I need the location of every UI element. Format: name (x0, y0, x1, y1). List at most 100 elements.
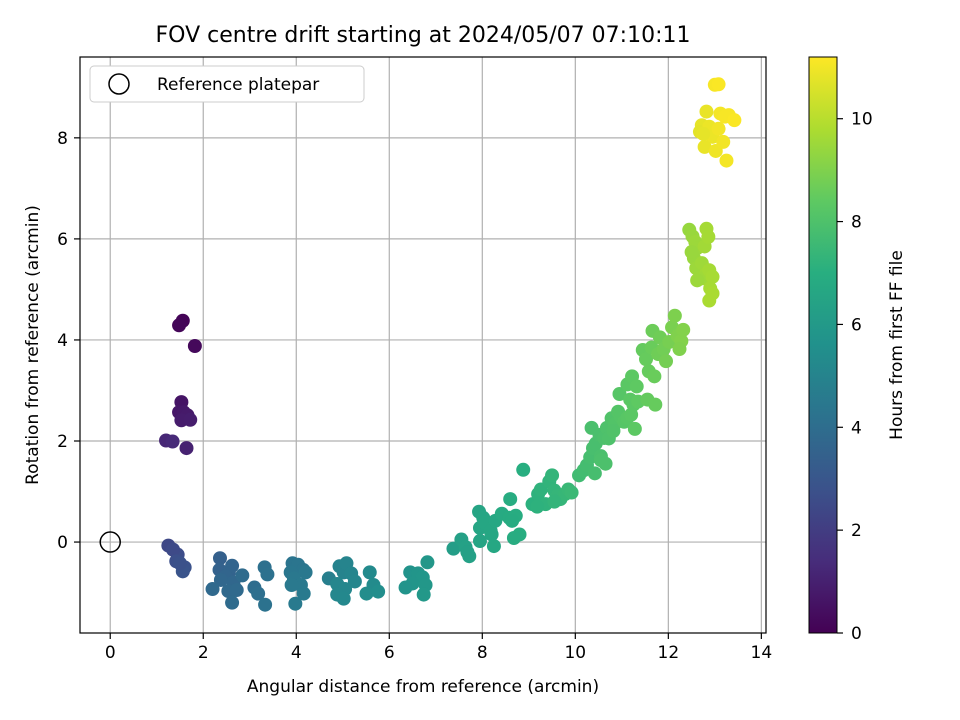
scatter-point (446, 541, 461, 556)
scatter-point (260, 567, 275, 582)
scatter-point (676, 322, 691, 337)
x-tick-label: 12 (658, 643, 680, 663)
scatter-point (472, 534, 487, 549)
x-axis-label: Angular distance from reference (arcmin) (247, 677, 599, 697)
scatter-point (288, 596, 303, 611)
scatter-point (716, 134, 731, 149)
colorbar: 0 2 4 6 8 10 Hours from first FF file (808, 56, 907, 644)
y-tick-label: 4 (57, 331, 68, 351)
scatter-point (701, 229, 716, 244)
scatter-point (598, 456, 613, 471)
scatter-point (172, 556, 187, 571)
scatter-point (298, 565, 313, 580)
scatter-point (727, 113, 742, 128)
scatter-point (705, 269, 720, 284)
scatter-point (516, 462, 531, 477)
colorbar-ticks: 0 2 4 6 8 10 (837, 110, 873, 644)
scatter-point (647, 369, 662, 384)
scatter-point (627, 421, 642, 436)
scatter-point (187, 339, 202, 354)
chart-title: FOV centre drift starting at 2024/05/07 … (156, 23, 691, 48)
x-tick-label: 6 (384, 643, 395, 663)
scatter-point (258, 597, 273, 612)
scatter-point (183, 412, 198, 427)
scatter-point (639, 352, 654, 367)
y-axis-label: Rotation from reference (arcmin) (23, 205, 43, 485)
y-tick-label: 0 (57, 533, 68, 553)
legend-box (89, 65, 365, 103)
scatter-point (587, 466, 602, 481)
colorbar-bar (808, 56, 838, 634)
x-tick-label: 0 (105, 643, 116, 663)
colorbar-tick-label: 4 (851, 418, 862, 438)
scatter-point (362, 565, 377, 580)
scatter-point (347, 574, 362, 589)
scatter-point (711, 77, 726, 92)
colorbar-tick-label: 10 (851, 110, 873, 130)
scatter-point (235, 568, 250, 583)
scatter-point (225, 595, 240, 610)
scatter-point (659, 354, 674, 369)
colorbar-tick-label: 0 (851, 624, 862, 644)
x-tick-label: 14 (751, 643, 773, 663)
scatter-point (696, 126, 711, 141)
scatter-point (702, 293, 717, 308)
scatter-point (212, 551, 227, 566)
legend-label: Reference platepar (157, 75, 319, 95)
scatter-point (165, 434, 180, 449)
y-tick-label: 6 (57, 230, 68, 250)
scatter-point (229, 583, 244, 598)
plot-frame (79, 56, 767, 634)
scatter-point (420, 555, 435, 570)
scatter-point (505, 513, 520, 528)
colorbar-label: Hours from first FF file (887, 250, 907, 440)
scatter-point (460, 545, 475, 560)
scatter-point (172, 318, 187, 333)
scatter-point (416, 587, 431, 602)
colorbar-tick-label: 6 (851, 315, 862, 335)
scatter-point (684, 245, 699, 260)
scatter-point (371, 584, 386, 599)
scatter-point (484, 527, 499, 542)
scatter-point (205, 582, 220, 597)
scatter-point (486, 539, 501, 554)
x-tick-label: 2 (198, 643, 209, 663)
scatter-point (547, 494, 562, 509)
x-tick-label: 8 (477, 643, 488, 663)
scatter-point (503, 492, 518, 507)
scatter-point (606, 423, 621, 438)
scatter-point (697, 139, 712, 154)
legend-marker (108, 73, 130, 95)
x-tick-label: 10 (564, 643, 586, 663)
scatter-point (179, 441, 194, 456)
y-tick-label: 8 (57, 129, 68, 149)
scatter-point (629, 379, 644, 394)
scatter-point (564, 485, 579, 500)
scatter-points (159, 77, 742, 612)
x-tick-label: 4 (291, 643, 302, 663)
scatter-point (336, 591, 351, 606)
scatter-point (251, 586, 266, 601)
axis-ticks: 0 2 4 6 8 10 12 14 0 2 4 6 8 (57, 129, 772, 663)
scatter-point (612, 387, 627, 402)
y-tick-label: 2 (57, 432, 68, 452)
colorbar-tick-label: 8 (851, 213, 862, 233)
scatter-point (506, 531, 521, 546)
scatter-point (711, 121, 726, 136)
scatter-point (545, 468, 560, 483)
scatter-point (699, 104, 714, 119)
scatter-point (648, 397, 663, 412)
scatter-point (667, 308, 682, 323)
scatter-point (284, 578, 299, 592)
scatter-point (359, 586, 374, 601)
scatter-point (719, 153, 734, 168)
legend: Reference platepar (89, 65, 365, 103)
scatter-point (296, 586, 311, 601)
reference-point (99, 531, 121, 553)
scatter-point (690, 273, 705, 288)
scatter-point (398, 580, 413, 595)
scatter-point (166, 542, 181, 557)
scatter-point (225, 558, 240, 573)
scatter-point (530, 499, 545, 514)
